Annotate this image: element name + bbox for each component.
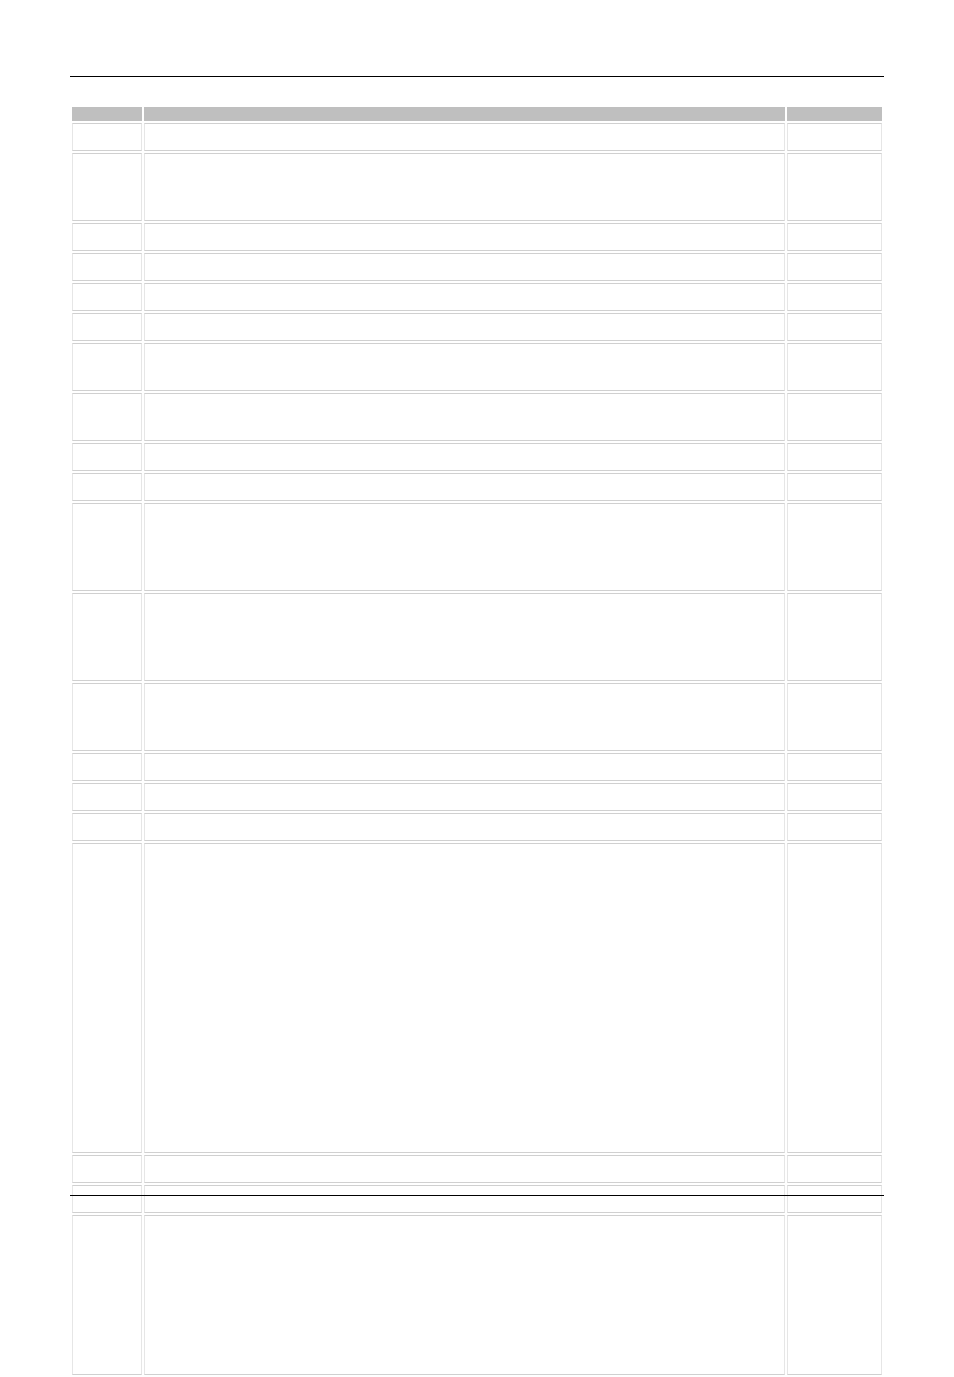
cell-code [72, 813, 142, 841]
footer-rule [70, 1195, 884, 1196]
cell-description [144, 153, 785, 221]
cell-page [787, 813, 882, 841]
cell-description [144, 813, 785, 841]
cell-description [144, 343, 785, 391]
cell-code [72, 503, 142, 591]
cell-code [72, 343, 142, 391]
cell-page [787, 153, 882, 221]
cell-description [144, 283, 785, 311]
cell-page [787, 593, 882, 681]
cell-page [787, 443, 882, 471]
cell-code [72, 783, 142, 811]
cell-page [787, 393, 882, 441]
table-row [72, 443, 882, 471]
page [0, 0, 954, 1377]
table-row [72, 313, 882, 341]
cell-code [72, 123, 142, 151]
cell-page [787, 1185, 882, 1213]
cell-description [144, 473, 785, 501]
table-row [72, 153, 882, 221]
cell-code [72, 593, 142, 681]
cell-page [787, 343, 882, 391]
cell-description [144, 753, 785, 781]
table-row [72, 343, 882, 391]
cell-description [144, 253, 785, 281]
cell-page [787, 253, 882, 281]
cell-code [72, 253, 142, 281]
cell-description [144, 223, 785, 251]
table-row [72, 783, 882, 811]
cell-page [787, 503, 882, 591]
cell-page [787, 783, 882, 811]
cell-code [72, 473, 142, 501]
cell-page [787, 123, 882, 151]
cell-page [787, 1215, 882, 1375]
cell-page [787, 683, 882, 751]
col-header-page [787, 107, 882, 121]
cell-page [787, 843, 882, 1153]
table-header-row [72, 107, 882, 121]
cell-code [72, 1215, 142, 1375]
page-header [70, 70, 884, 77]
cell-description [144, 503, 785, 591]
table-row [72, 1155, 882, 1183]
col-header-code [72, 107, 142, 121]
cell-code [72, 753, 142, 781]
table-row [72, 393, 882, 441]
cell-code [72, 313, 142, 341]
cell-description [144, 313, 785, 341]
cell-code [72, 443, 142, 471]
col-header-description [144, 107, 785, 121]
cell-page [787, 283, 882, 311]
table-row [72, 223, 882, 251]
index-table [70, 105, 884, 1377]
cell-page [787, 313, 882, 341]
table-row [72, 503, 882, 591]
table-row [72, 593, 882, 681]
table-body [72, 123, 882, 1375]
table-row [72, 473, 882, 501]
cell-description [144, 1155, 785, 1183]
table-row [72, 753, 882, 781]
cell-description [144, 843, 785, 1153]
cell-code [72, 223, 142, 251]
cell-description [144, 683, 785, 751]
cell-code [72, 683, 142, 751]
cell-description [144, 443, 785, 471]
cell-code [72, 283, 142, 311]
cell-code [72, 843, 142, 1153]
table-row [72, 683, 882, 751]
table-row [72, 1215, 882, 1375]
cell-code [72, 393, 142, 441]
cell-code [72, 1155, 142, 1183]
cell-page [787, 753, 882, 781]
cell-description [144, 123, 785, 151]
cell-description [144, 1185, 785, 1213]
table-row [72, 1185, 882, 1213]
cell-code [72, 153, 142, 221]
cell-page [787, 223, 882, 251]
cell-page [787, 473, 882, 501]
table-row [72, 123, 882, 151]
table-row [72, 253, 882, 281]
cell-description [144, 1215, 785, 1375]
cell-description [144, 393, 785, 441]
table-row [72, 813, 882, 841]
table-row [72, 283, 882, 311]
cell-description [144, 593, 785, 681]
cell-page [787, 1155, 882, 1183]
table-row [72, 843, 882, 1153]
cell-code [72, 1185, 142, 1213]
cell-description [144, 783, 785, 811]
